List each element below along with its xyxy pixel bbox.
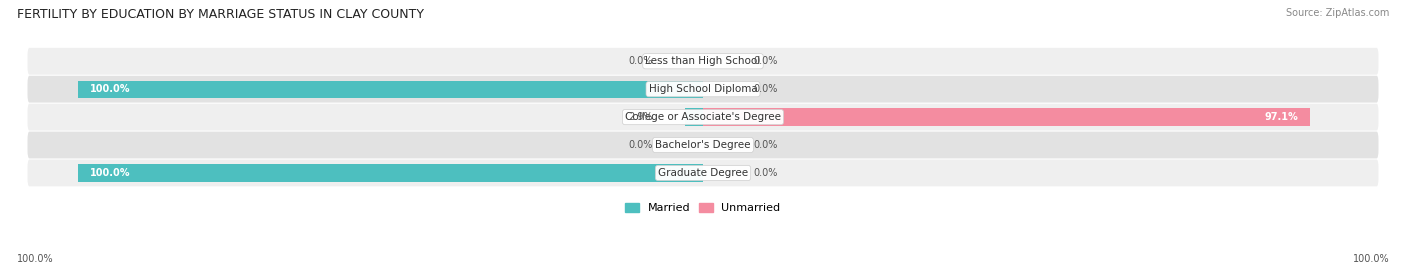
FancyBboxPatch shape <box>28 48 1378 75</box>
Text: 0.0%: 0.0% <box>754 56 778 66</box>
FancyBboxPatch shape <box>28 160 1378 186</box>
Text: 100.0%: 100.0% <box>1353 254 1389 264</box>
Text: Source: ZipAtlas.com: Source: ZipAtlas.com <box>1285 8 1389 18</box>
FancyBboxPatch shape <box>28 104 1378 130</box>
Text: 100.0%: 100.0% <box>90 168 131 178</box>
Bar <box>685 108 703 126</box>
Text: 100.0%: 100.0% <box>17 254 53 264</box>
Text: Less than High School: Less than High School <box>645 56 761 66</box>
Text: 97.1%: 97.1% <box>1264 112 1298 122</box>
Text: FERTILITY BY EDUCATION BY MARRIAGE STATUS IN CLAY COUNTY: FERTILITY BY EDUCATION BY MARRIAGE STATU… <box>17 8 423 21</box>
Text: 0.0%: 0.0% <box>754 84 778 94</box>
Bar <box>77 164 703 182</box>
Text: 0.0%: 0.0% <box>628 140 652 150</box>
Text: College or Associate's Degree: College or Associate's Degree <box>626 112 780 122</box>
Text: 2.9%: 2.9% <box>628 112 652 122</box>
Text: 100.0%: 100.0% <box>90 84 131 94</box>
Text: 0.0%: 0.0% <box>628 56 652 66</box>
Legend: Married, Unmarried: Married, Unmarried <box>621 198 785 218</box>
Text: 0.0%: 0.0% <box>754 140 778 150</box>
FancyBboxPatch shape <box>28 132 1378 158</box>
Text: Graduate Degree: Graduate Degree <box>658 168 748 178</box>
Bar <box>703 108 1310 126</box>
Bar <box>77 80 703 98</box>
FancyBboxPatch shape <box>28 76 1378 102</box>
Text: High School Diploma: High School Diploma <box>648 84 758 94</box>
Text: 0.0%: 0.0% <box>754 168 778 178</box>
Text: Bachelor's Degree: Bachelor's Degree <box>655 140 751 150</box>
